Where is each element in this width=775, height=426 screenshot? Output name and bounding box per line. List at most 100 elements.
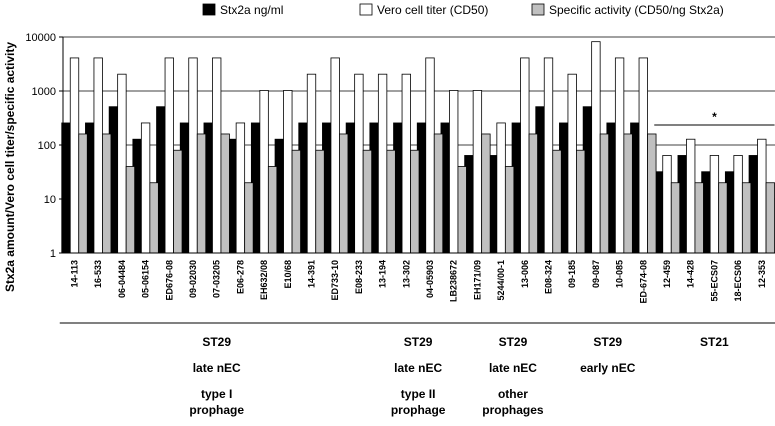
- bar: [354, 73, 364, 254]
- bar: [591, 41, 601, 254]
- category-label: 55-ECS07: [709, 260, 719, 302]
- bar: [765, 182, 775, 254]
- bar: [576, 149, 586, 254]
- category-label: E06-278: [235, 260, 245, 294]
- bar: [244, 182, 254, 254]
- bar: [78, 133, 88, 254]
- bar: [718, 182, 728, 254]
- bar: [504, 166, 515, 254]
- bar: [757, 138, 767, 254]
- group-label: late nEC: [394, 361, 442, 375]
- bar: [472, 90, 483, 254]
- category-label: 09-087: [591, 260, 601, 288]
- group-label: ST29: [593, 335, 622, 349]
- category-label: 5244/00-1: [496, 260, 506, 301]
- bar: [173, 149, 183, 254]
- bar: [709, 155, 720, 254]
- bar: [102, 133, 112, 254]
- category-label: ED676-08: [164, 260, 174, 301]
- group-label: early nEC: [580, 361, 636, 375]
- legend-swatch: [202, 3, 216, 16]
- legend-swatch: [531, 3, 545, 16]
- category-label: 04-05903: [425, 260, 435, 298]
- legend-label: Stx2a ng/ml: [220, 3, 283, 17]
- bar: [623, 133, 633, 254]
- y-tick-label: 10: [44, 194, 56, 206]
- legend-swatch: [359, 3, 373, 16]
- bar: [741, 182, 752, 254]
- category-label: EH171/09: [472, 260, 482, 300]
- significance-star: *: [712, 110, 717, 124]
- bar: [267, 166, 278, 254]
- bar: [386, 149, 396, 254]
- category-label: ED-674-08: [638, 260, 648, 304]
- bar: [149, 182, 159, 254]
- bar: [496, 122, 506, 254]
- bar: [662, 155, 672, 254]
- group-label: prophage: [189, 403, 244, 417]
- category-label: 12-353: [757, 260, 767, 288]
- bar: [638, 57, 648, 254]
- category-label: 12-459: [662, 260, 672, 288]
- legend: Stx2a ng/ml Vero cell titer (CD50) Specifi…: [202, 3, 724, 17]
- group-label: ST29: [202, 335, 231, 349]
- category-label: 14-113: [70, 260, 80, 288]
- category-label: 10-085: [615, 260, 625, 288]
- y-tick-label: 1: [50, 248, 56, 260]
- category-label: 14-391: [307, 260, 317, 288]
- category-label: E10/68: [283, 260, 293, 289]
- group-annotations: ST29 late nEC type I prophage ST29 late nEC ty…: [59, 322, 775, 417]
- bar: [520, 57, 530, 254]
- bar: [315, 149, 325, 254]
- category-label: 06-04484: [117, 260, 127, 298]
- bar: [425, 57, 435, 254]
- category-label: 09-185: [567, 260, 577, 288]
- bar: [377, 73, 388, 254]
- bar: [599, 133, 610, 254]
- category-label: 16-533: [93, 260, 103, 288]
- bar: [457, 166, 467, 254]
- category-label: 13-006: [520, 260, 530, 288]
- y-tick-label: 100: [38, 140, 56, 152]
- bar: [614, 57, 625, 254]
- bar: [259, 90, 269, 254]
- bar: [140, 122, 151, 254]
- group-label: prophage: [391, 403, 446, 417]
- bar: [188, 57, 198, 254]
- y-axis-ticks: 1 10 100 1000 10000: [25, 32, 63, 260]
- bar: [235, 122, 246, 254]
- category-label: 13-302: [401, 260, 411, 288]
- group-label: type II: [401, 387, 436, 401]
- legend-label: Specific activity (CD50/ng Stx2a): [549, 3, 724, 17]
- bar: [93, 57, 103, 254]
- bar: [410, 149, 420, 254]
- bar: [69, 57, 80, 254]
- category-label: 05-06154: [141, 260, 151, 298]
- significance-annotation: *: [654, 110, 775, 126]
- bar: [567, 73, 577, 254]
- bar: [117, 73, 127, 254]
- category-label: 18-ECS06: [733, 260, 743, 302]
- y-tick-label: 1000: [32, 86, 56, 98]
- group-label: ST29: [499, 335, 528, 349]
- group-label: ST21: [700, 335, 729, 349]
- group-label: ST29: [404, 335, 433, 349]
- category-label: 07-03205: [212, 260, 222, 298]
- category-label: 09-02030: [188, 260, 198, 298]
- bar: [125, 166, 136, 254]
- bar: [220, 133, 230, 254]
- group-label: late nEC: [193, 361, 241, 375]
- bar: [686, 138, 696, 254]
- bar: [330, 57, 340, 254]
- bar: [283, 90, 293, 254]
- group-label: other: [498, 387, 528, 401]
- legend-label: Vero cell titer (CD50): [377, 3, 488, 17]
- axes: [62, 37, 775, 254]
- bar: [212, 57, 222, 254]
- bar: [694, 182, 704, 254]
- bar: [449, 90, 459, 254]
- category-label: 14-428: [686, 260, 696, 288]
- bar: [528, 133, 538, 254]
- bar: [543, 57, 554, 254]
- category-label: 13-194: [378, 260, 388, 288]
